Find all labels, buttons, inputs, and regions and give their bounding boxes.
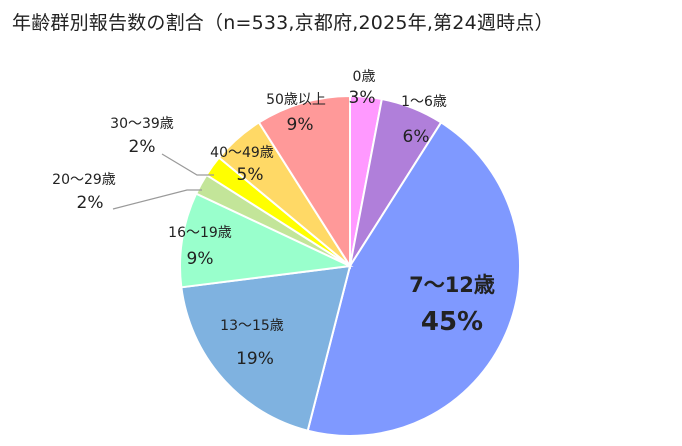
labels-layer: 0歳 3% 1～6歳 6% 7～12歳 45% 13～15歳 19% 16～19歳 9% 20～29… bbox=[52, 69, 495, 369]
slice-category-label-2: 7～12歳 bbox=[409, 273, 495, 297]
slices-layer bbox=[179, 94, 522, 438]
slice-percent-label-6: 2% bbox=[129, 137, 156, 157]
slice-category-label-5: 20～29歳 bbox=[52, 172, 116, 188]
leader-line-6 bbox=[161, 153, 214, 176]
slice-percent-label-1: 6% bbox=[403, 127, 430, 147]
pie-slice-4 bbox=[179, 192, 354, 289]
slice-percent-label-4: 9% bbox=[187, 249, 214, 269]
leaders-layer bbox=[112, 153, 214, 210]
slice-category-label-7: 40～49歳 bbox=[210, 145, 274, 161]
slice-percent-label-8: 9% bbox=[287, 115, 314, 135]
slice-percent-label-0: 3% bbox=[349, 88, 376, 108]
pie-slice-8 bbox=[257, 94, 351, 270]
pie-slice-2 bbox=[306, 121, 522, 438]
leader-line-5 bbox=[112, 189, 202, 210]
slice-percent-label-5: 2% bbox=[77, 193, 104, 213]
slice-category-label-0: 0歳 bbox=[353, 69, 376, 85]
slice-category-label-6: 30～39歳 bbox=[110, 116, 174, 132]
slice-category-label-8: 50歳以上 bbox=[266, 92, 326, 108]
slice-percent-label-2: 45% bbox=[421, 307, 483, 337]
slice-category-label-1: 1～6歳 bbox=[401, 94, 447, 110]
slice-category-label-4: 16～19歳 bbox=[168, 225, 232, 241]
pie-slice-3 bbox=[180, 264, 352, 432]
slice-percent-label-7: 5% bbox=[237, 165, 264, 185]
slice-percent-label-3: 19% bbox=[236, 349, 274, 369]
chart-title: 年齢群別報告数の割合（n=533,京都府,2025年,第24週時点） bbox=[12, 12, 554, 34]
slice-category-label-3: 13～15歳 bbox=[220, 318, 284, 334]
